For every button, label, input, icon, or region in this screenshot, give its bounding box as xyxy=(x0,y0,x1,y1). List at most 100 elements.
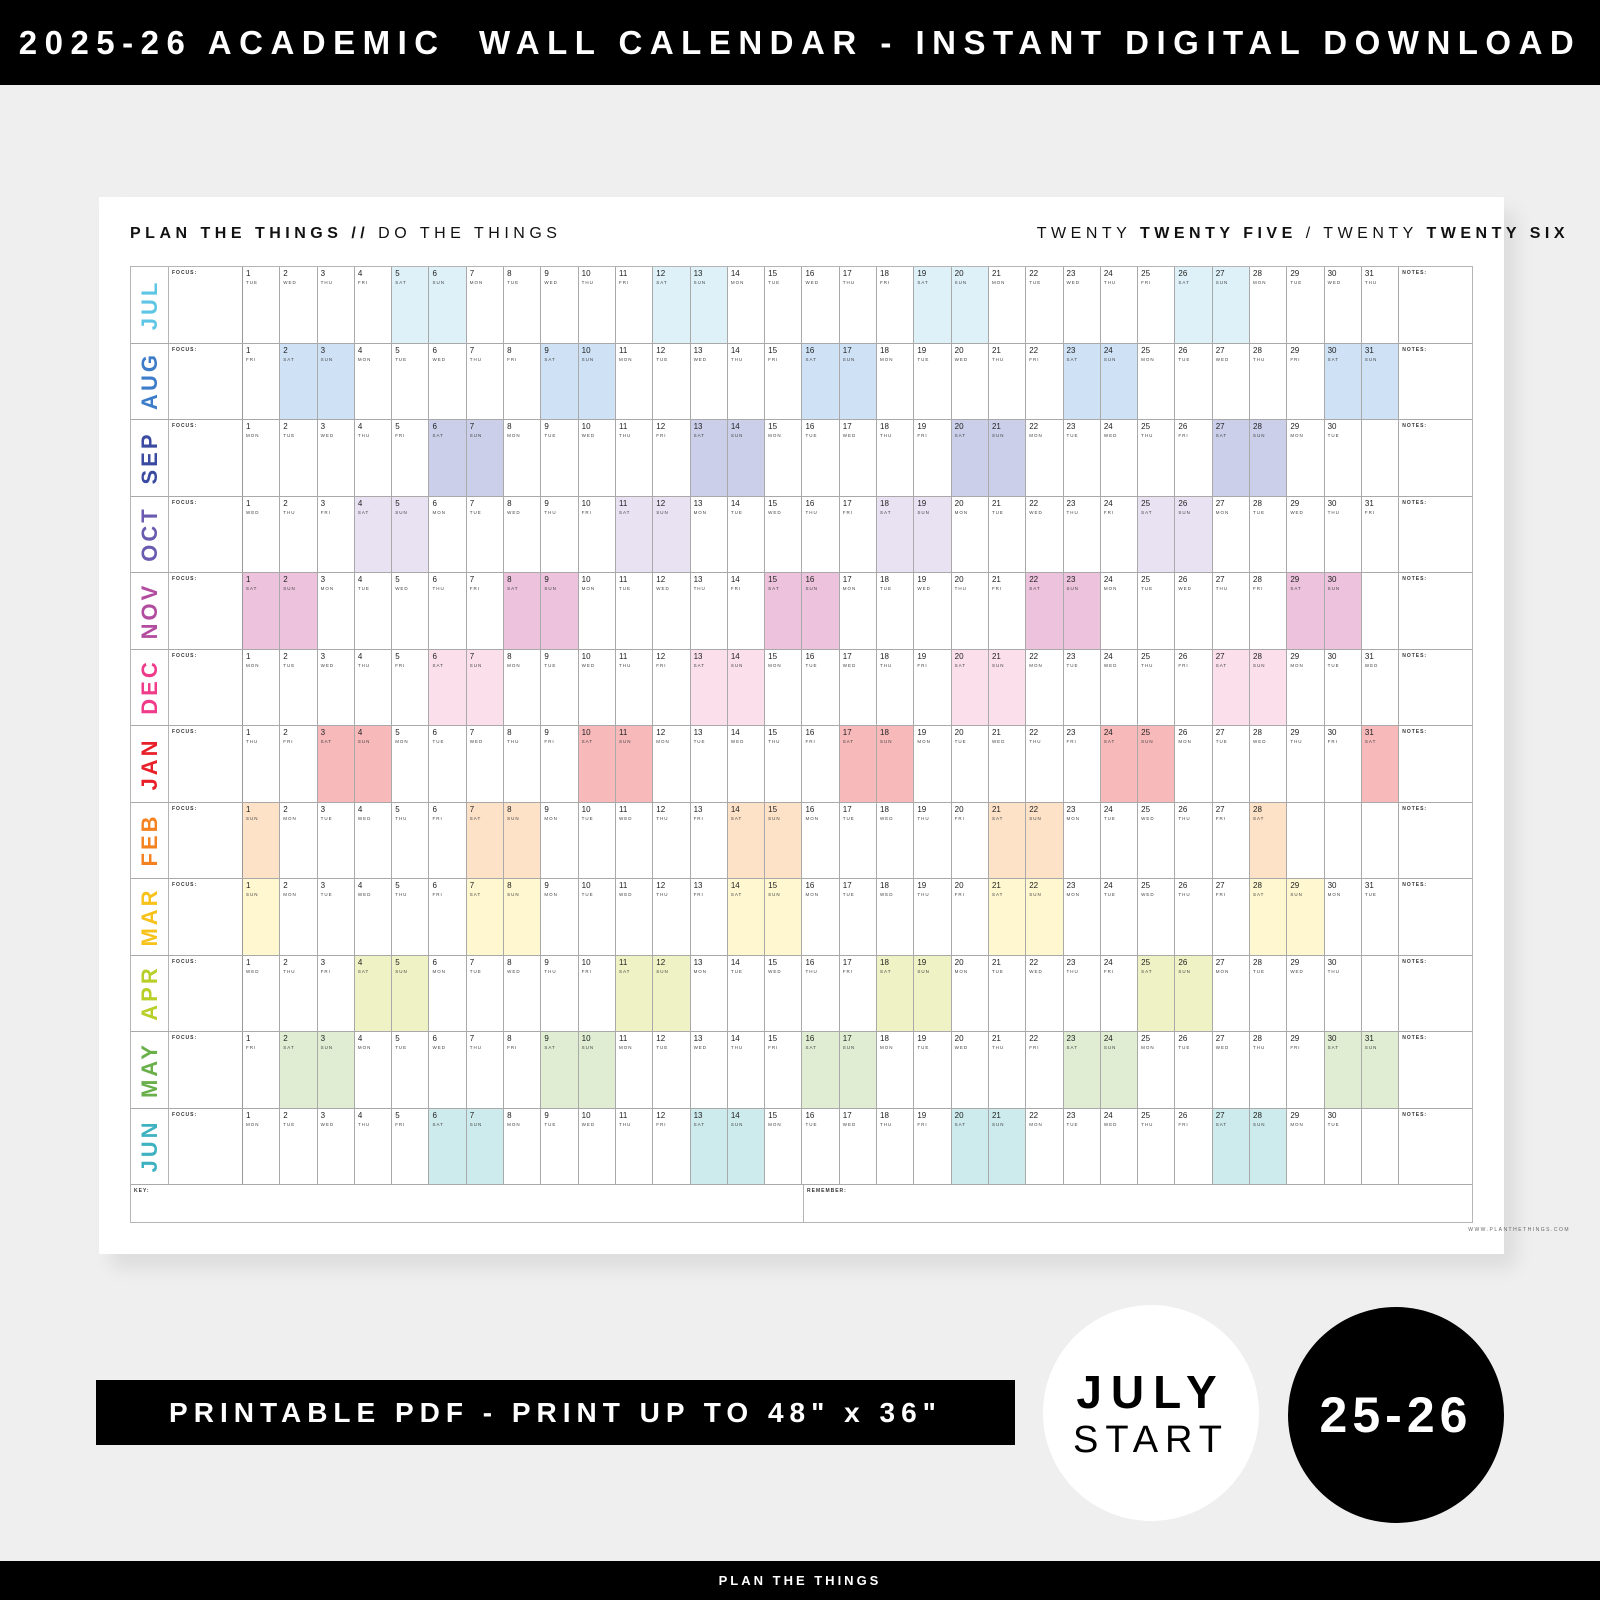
day-cell[interactable]: 18 SAT xyxy=(877,496,915,572)
day-cell[interactable]: 9 THU xyxy=(541,496,579,572)
day-cell[interactable]: 31 SAT xyxy=(1361,726,1400,802)
day-cell[interactable]: 5 TUE xyxy=(392,1032,430,1108)
day-cell[interactable]: 13 SAT xyxy=(690,649,728,725)
day-cell[interactable]: 4 SUN xyxy=(354,726,393,802)
day-cell[interactable]: 3 WED xyxy=(318,1108,355,1184)
focus-cell[interactable]: FOCUS: xyxy=(169,420,243,496)
day-cell[interactable]: 4 TUE xyxy=(355,573,393,649)
day-cell[interactable]: 1 SUN xyxy=(243,879,281,955)
day-cell[interactable]: 5 SUN xyxy=(392,955,430,1031)
day-cell[interactable]: 27 TUE xyxy=(1213,726,1251,802)
day-cell[interactable]: 25 THU xyxy=(1138,649,1176,725)
focus-cell[interactable]: FOCUS: xyxy=(169,267,243,343)
day-cell[interactable]: 22 FRI xyxy=(1026,343,1064,419)
day-cell[interactable]: 6 MON xyxy=(429,496,467,572)
day-cell[interactable]: 14 SUN xyxy=(727,420,766,496)
day-cell[interactable]: 15 FRI xyxy=(765,343,803,419)
day-cell[interactable]: 5 THU xyxy=(392,879,430,955)
day-cell[interactable]: 28 WED xyxy=(1250,726,1288,802)
day-cell[interactable]: 26 THU xyxy=(1175,879,1213,955)
day-cell[interactable]: 27 SAT xyxy=(1212,1108,1251,1184)
day-cell[interactable]: 21 MON xyxy=(989,267,1027,343)
day-cell[interactable]: 24 WED xyxy=(1101,649,1139,725)
day-cell[interactable]: 8 WED xyxy=(504,955,542,1031)
notes-cell[interactable]: NOTES: xyxy=(1402,882,1428,888)
day-cell[interactable]: 2 TUE xyxy=(280,1108,318,1184)
day-cell[interactable]: 17 FRI xyxy=(840,496,878,572)
day-cell[interactable]: 26 FRI xyxy=(1175,420,1213,496)
day-cell[interactable]: 11 SAT xyxy=(615,955,654,1031)
day-cell[interactable]: 15 SUN xyxy=(765,802,803,878)
day-cell[interactable]: 20 MON xyxy=(952,955,989,1031)
day-cell[interactable]: 31 TUE xyxy=(1362,879,1400,955)
day-cell[interactable]: 18 SUN xyxy=(877,726,915,802)
day-cell[interactable]: 25 SAT xyxy=(1138,955,1176,1031)
day-cell[interactable]: 25 MON xyxy=(1138,1032,1176,1108)
day-cell[interactable]: 18 FRI xyxy=(877,267,915,343)
focus-cell[interactable]: FOCUS: xyxy=(169,879,243,955)
day-cell[interactable]: 15 SAT xyxy=(765,573,803,649)
day-cell[interactable]: 10 WED xyxy=(579,649,616,725)
day-cell[interactable]: 10 THU xyxy=(579,267,616,343)
day-cell[interactable]: 4 SAT xyxy=(354,496,393,572)
day-cell[interactable]: 27 WED xyxy=(1213,1032,1251,1108)
day-cell[interactable]: 23 TUE xyxy=(1064,420,1101,496)
day-cell[interactable]: 3 WED xyxy=(318,649,355,725)
day-cell[interactable]: 29 THU xyxy=(1287,726,1325,802)
day-cell[interactable]: 9 WED xyxy=(541,267,579,343)
day-cell[interactable]: 21 FRI xyxy=(989,573,1027,649)
day-cell[interactable]: 15 WED xyxy=(765,955,803,1031)
day-cell[interactable]: 25 THU xyxy=(1138,420,1176,496)
day-cell[interactable]: 9 TUE xyxy=(541,420,579,496)
day-cell[interactable]: 3 TUE xyxy=(318,879,355,955)
day-cell[interactable]: 12 SUN xyxy=(653,955,691,1031)
focus-cell[interactable]: FOCUS: xyxy=(169,1108,243,1184)
day-cell[interactable]: 25 WED xyxy=(1138,802,1176,878)
day-cell[interactable]: 27 MON xyxy=(1213,955,1251,1031)
focus-cell[interactable]: FOCUS: xyxy=(169,802,243,878)
day-cell[interactable]: 2 SAT xyxy=(280,343,318,419)
day-cell[interactable]: 17 WED xyxy=(840,649,878,725)
day-cell[interactable]: 13 MON xyxy=(691,955,728,1031)
day-cell[interactable]: 11 TUE xyxy=(616,573,654,649)
day-cell[interactable]: 23 TUE xyxy=(1064,649,1101,725)
day-cell[interactable]: 1 FRI xyxy=(243,1032,281,1108)
day-cell[interactable]: 21 SUN xyxy=(988,1108,1027,1184)
day-cell[interactable]: 10 WED xyxy=(579,1108,616,1184)
day-cell[interactable]: 7 THU xyxy=(467,1032,505,1108)
day-cell[interactable]: 1 THU xyxy=(243,726,281,802)
day-cell[interactable]: 30 TUE xyxy=(1325,649,1362,725)
day-cell[interactable]: 23 SAT xyxy=(1063,1032,1101,1108)
day-cell[interactable]: 6 SUN xyxy=(429,267,467,343)
day-cell[interactable]: 24 WED xyxy=(1101,420,1139,496)
day-cell[interactable]: 16 SUN xyxy=(802,573,840,649)
day-cell[interactable]: 29 WED xyxy=(1287,955,1325,1031)
day-cell[interactable]: 29 SAT xyxy=(1287,573,1325,649)
day-cell[interactable]: 30 WED xyxy=(1325,267,1362,343)
day-cell[interactable]: 12 TUE xyxy=(653,1032,691,1108)
day-cell[interactable]: 19 SUN xyxy=(914,955,952,1031)
day-cell[interactable]: 21 THU xyxy=(989,1032,1027,1108)
day-cell[interactable]: 3 FRI xyxy=(318,955,355,1031)
day-cell[interactable]: 5 THU xyxy=(392,802,430,878)
day-cell[interactable]: 6 FRI xyxy=(429,802,467,878)
day-cell[interactable]: 26 TUE xyxy=(1175,1032,1213,1108)
day-cell[interactable]: 27 SUN xyxy=(1212,267,1251,343)
day-cell[interactable]: 7 SAT xyxy=(466,802,505,878)
day-cell[interactable]: 8 MON xyxy=(504,420,542,496)
day-cell[interactable]: 14 TUE xyxy=(728,955,766,1031)
day-cell[interactable]: 22 THU xyxy=(1026,726,1064,802)
day-cell[interactable]: 27 FRI xyxy=(1213,879,1251,955)
day-cell[interactable]: 7 SUN xyxy=(466,420,505,496)
day-cell[interactable]: 30 SAT xyxy=(1324,343,1362,419)
day-cell[interactable]: 13 SUN xyxy=(690,267,728,343)
day-cell[interactable]: 14 THU xyxy=(728,343,766,419)
day-cell[interactable]: 14 SUN xyxy=(727,1108,766,1184)
focus-cell[interactable]: FOCUS: xyxy=(169,649,243,725)
day-cell[interactable]: 3 TUE xyxy=(318,802,355,878)
day-cell[interactable]: 11 FRI xyxy=(616,267,654,343)
day-cell[interactable]: 22 MON xyxy=(1026,649,1064,725)
day-cell[interactable]: 7 FRI xyxy=(467,573,505,649)
day-cell[interactable]: 14 SAT xyxy=(727,802,766,878)
day-cell[interactable]: 2 MON xyxy=(280,802,318,878)
